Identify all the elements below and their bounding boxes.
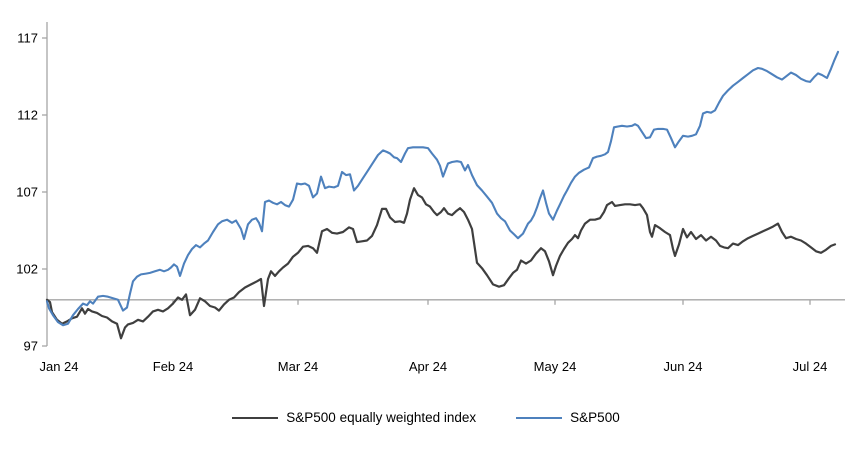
x-axis-tick-label: Mar 24	[278, 359, 318, 374]
x-axis-tick-label: Apr 24	[409, 359, 447, 374]
equal-weight-line-swatch	[232, 416, 279, 419]
sp500-line	[45, 50, 840, 327]
y-axis-tick-label: 97	[24, 339, 38, 354]
y-axis-tick-label: 117	[17, 31, 38, 46]
x-axis-tick-label: Jan 24	[39, 359, 78, 374]
legend-item-equal-weight: S&P500 equally weighted index	[232, 410, 476, 425]
y-axis-tick-label: 107	[16, 185, 38, 200]
legend-label-sp500: S&P500	[570, 410, 620, 425]
x-axis-tick-label: Jul 24	[793, 359, 828, 374]
y-axis-tick-label: 102	[16, 262, 38, 277]
legend: S&P500 equally weighted index S&P500	[0, 410, 852, 425]
x-axis-tick-label: May 24	[534, 359, 577, 374]
sp500-line-swatch	[516, 416, 563, 419]
legend-label-equal-weight: S&P500 equally weighted index	[286, 410, 477, 425]
equal-weight-index-line	[45, 187, 837, 340]
legend-item-sp500: S&P500	[516, 410, 620, 425]
y-axis-tick-label: 112	[17, 108, 38, 123]
x-axis-tick-label: Feb 24	[153, 359, 193, 374]
x-axis-tick-label: Jun 24	[663, 359, 702, 374]
